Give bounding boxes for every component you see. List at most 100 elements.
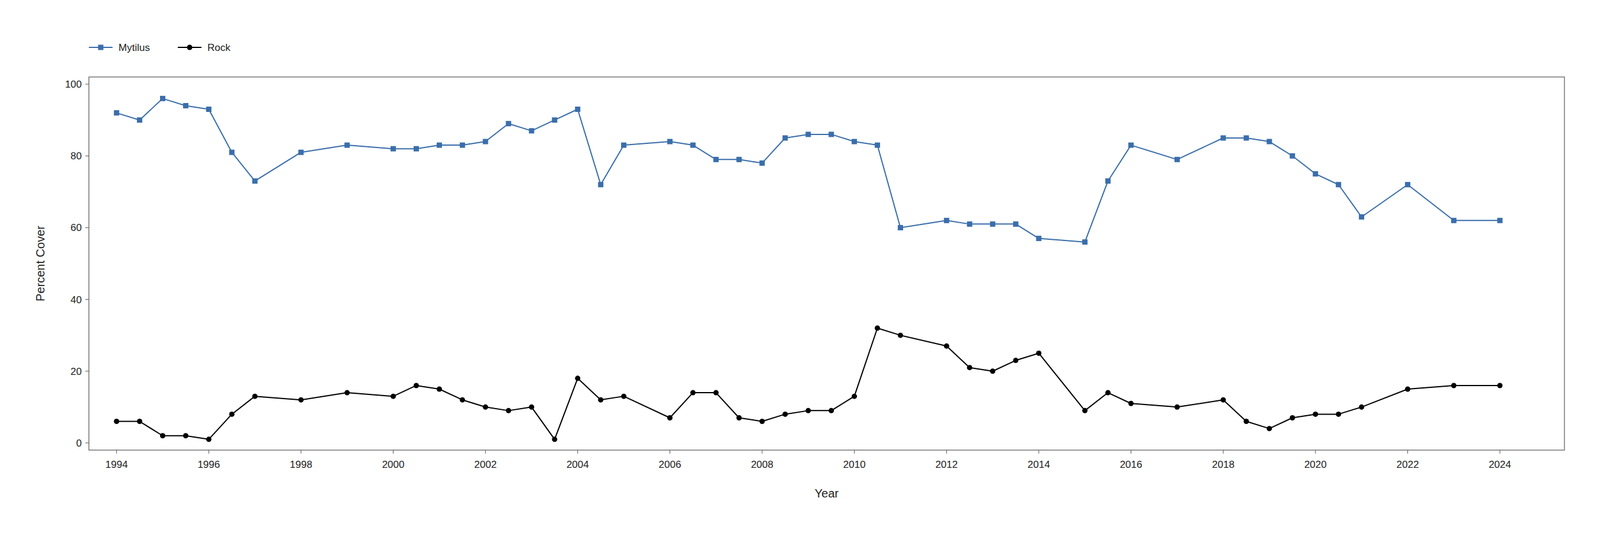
x-tick	[762, 450, 763, 454]
data	[113, 96, 1503, 443]
point	[1451, 218, 1457, 224]
point	[736, 157, 742, 163]
y-tick	[85, 299, 89, 300]
point	[206, 436, 212, 443]
point	[1289, 153, 1295, 159]
point	[1358, 404, 1365, 411]
point	[759, 418, 766, 425]
x-tick	[669, 450, 671, 454]
x-tick-label: 2024	[1488, 459, 1512, 471]
x-tick-label: 2008	[750, 459, 774, 471]
point	[252, 178, 258, 184]
point	[1497, 218, 1503, 224]
point	[690, 390, 696, 396]
point	[136, 418, 143, 425]
point	[344, 142, 350, 149]
point	[759, 160, 766, 166]
point	[506, 408, 512, 414]
point	[160, 433, 166, 439]
point	[390, 146, 396, 152]
point	[252, 394, 258, 400]
point	[1358, 214, 1365, 220]
x-tick-label: 2004	[566, 459, 590, 471]
point	[1243, 418, 1250, 425]
point	[136, 117, 143, 123]
x-axis-label: Year	[814, 487, 840, 501]
point	[874, 142, 880, 149]
y-tick	[85, 155, 89, 157]
point	[690, 142, 696, 149]
x-tick	[946, 450, 947, 454]
legend-label: Rock	[207, 42, 231, 54]
x-tick-label: 2010	[843, 459, 866, 471]
point	[344, 390, 350, 396]
point	[1335, 411, 1342, 418]
y-tick-label: 80	[70, 150, 82, 162]
point	[436, 386, 443, 393]
page: {"chart_data": { "type": "line", "xlabel…	[0, 0, 1600, 533]
point	[551, 117, 558, 123]
point	[1312, 411, 1318, 418]
point	[1174, 157, 1180, 163]
y-tick	[85, 227, 89, 229]
point	[597, 181, 604, 188]
point	[113, 110, 120, 116]
point	[1405, 386, 1411, 393]
point	[1220, 135, 1227, 141]
y-tick	[85, 442, 89, 444]
x-tick	[1314, 450, 1316, 454]
point	[805, 408, 811, 414]
legend-marker	[187, 45, 193, 51]
y-tick-label: 20	[70, 366, 82, 378]
point	[1082, 408, 1088, 414]
point	[1035, 235, 1042, 242]
point	[828, 131, 834, 137]
point	[1243, 135, 1250, 141]
x-tick-label: 2016	[1120, 459, 1143, 471]
point	[1105, 178, 1111, 184]
point	[1405, 181, 1411, 188]
point	[1312, 171, 1318, 177]
point	[1266, 139, 1273, 145]
point	[851, 139, 857, 145]
point	[621, 394, 627, 400]
x-tick	[1223, 450, 1224, 454]
point	[897, 333, 904, 339]
x-tick-label: 2014	[1027, 459, 1051, 471]
point	[1289, 415, 1295, 421]
series	[113, 325, 1503, 443]
point	[1128, 142, 1134, 149]
point	[1035, 350, 1042, 357]
series	[113, 96, 1503, 245]
legend-marker	[98, 45, 104, 51]
x-tick	[853, 450, 855, 454]
x-tick	[577, 450, 578, 454]
point	[782, 135, 788, 141]
point	[183, 103, 189, 109]
legend-label: Mytilus	[118, 42, 150, 54]
point	[298, 149, 304, 156]
x-tick	[300, 450, 302, 454]
point	[597, 397, 604, 403]
x-tick-label: 2020	[1304, 459, 1327, 471]
point	[874, 325, 880, 332]
x-tick-label: 2006	[658, 459, 682, 471]
x-tick	[208, 450, 210, 454]
point	[160, 96, 166, 102]
point	[574, 375, 581, 382]
point	[805, 131, 811, 137]
x-tick	[485, 450, 486, 454]
point	[1128, 401, 1134, 407]
point	[1174, 404, 1180, 411]
point	[482, 404, 489, 411]
x-tick-label: 1996	[197, 459, 220, 471]
y-tick	[85, 84, 89, 85]
y-axis-label: Percent Cover	[33, 225, 47, 302]
y-tick-label: 40	[70, 294, 82, 306]
x-tick	[1130, 450, 1132, 454]
point	[851, 394, 857, 400]
point	[459, 142, 466, 149]
point	[967, 365, 973, 371]
y-tick	[85, 370, 89, 372]
point	[967, 221, 973, 227]
